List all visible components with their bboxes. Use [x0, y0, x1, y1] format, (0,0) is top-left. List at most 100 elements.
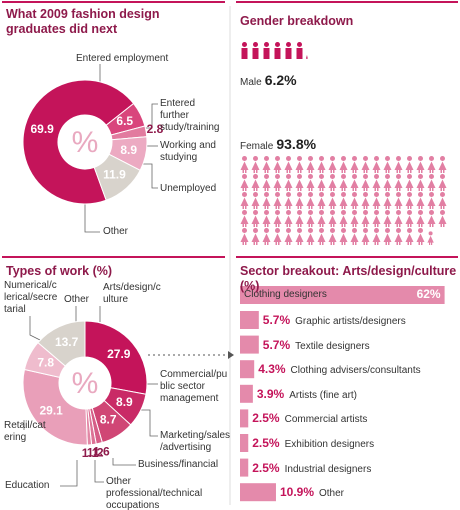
person-icon [306, 192, 315, 209]
person-icon [438, 192, 447, 209]
category-label: Other professional/technical occupations [106, 476, 203, 510]
icon-head [242, 192, 247, 197]
value-label: 1.2 [87, 445, 104, 459]
person-icon [251, 210, 260, 227]
person-icon [394, 228, 403, 245]
person-icon [317, 174, 326, 191]
icon-head [440, 192, 445, 197]
person-icon [394, 174, 403, 191]
icon-body [262, 161, 271, 173]
icon-body [350, 215, 359, 227]
icon-head [374, 228, 379, 233]
person-icon [295, 156, 304, 173]
icon-body [241, 48, 248, 59]
category-label: Entered further study/training [160, 98, 220, 133]
value-label: 3.9% [256, 386, 285, 401]
icon-body [361, 161, 370, 173]
icon-head [242, 42, 247, 47]
icon-head [418, 210, 423, 215]
icon-head [363, 192, 368, 197]
icon-head [429, 156, 434, 161]
icon-head [264, 156, 269, 161]
icon-head [286, 228, 291, 233]
icon-head [440, 156, 445, 161]
person-icon [295, 210, 304, 227]
person-icon [383, 174, 392, 191]
icon-body [427, 215, 436, 227]
person-icon [295, 192, 304, 209]
person-icon [273, 174, 282, 191]
icon-body [273, 161, 282, 173]
icon-head [286, 42, 291, 47]
icon-head [275, 192, 280, 197]
person-icon [383, 156, 392, 173]
icon-head [385, 228, 390, 233]
icon-body [328, 233, 337, 245]
icon-head [407, 174, 412, 179]
category-label: Commercial artists [284, 414, 368, 426]
icon-head [407, 228, 412, 233]
bar-label: 2.5% Industrial designers [252, 462, 371, 476]
icon-body [251, 179, 260, 191]
leaders [23, 64, 158, 487]
icon-body [416, 233, 425, 245]
icon-body [394, 161, 403, 173]
icon-body [372, 215, 381, 227]
person-icon [438, 210, 447, 227]
person-icon [339, 228, 348, 245]
person-icon [372, 228, 381, 245]
icon-body [372, 161, 381, 173]
icon-head [341, 192, 346, 197]
icon-body [306, 56, 308, 59]
icon-head [319, 210, 324, 215]
icon-head [341, 210, 346, 215]
person-icon [372, 156, 381, 173]
icon-head [330, 228, 335, 233]
icon-head [253, 174, 258, 179]
icon-body [317, 215, 326, 227]
category-label: Other [64, 294, 90, 305]
icon-body [405, 179, 414, 191]
person-icon [251, 192, 260, 209]
value-label: 2.5% [252, 436, 280, 450]
icon-body [295, 161, 304, 173]
icon-head [407, 192, 412, 197]
bar-label: 5.7% Textile designers [263, 339, 370, 353]
value-label: 69.9 [31, 122, 55, 136]
value-label: 2.5% [252, 411, 280, 426]
value-label: 62% [416, 287, 441, 301]
icon-head [396, 174, 401, 179]
value-label: 1.1 [82, 446, 99, 460]
icon-head [418, 228, 423, 233]
icon-head [275, 228, 280, 233]
icon-body [405, 215, 414, 227]
person-icon [361, 192, 370, 209]
icon-body [252, 48, 259, 59]
icon-head [330, 192, 335, 197]
icon-head [429, 174, 434, 179]
icon-body [350, 233, 359, 245]
icon-body [262, 197, 271, 209]
category-label: Exhibition designers [284, 439, 375, 450]
person-icon [273, 228, 282, 245]
person-icon [416, 210, 425, 227]
person-icon [394, 210, 403, 227]
gender-name: Female [240, 141, 274, 152]
icon-head [308, 228, 313, 233]
person-icon [262, 156, 271, 173]
icon-body [372, 233, 381, 245]
icon-body [416, 179, 425, 191]
icon-body [284, 215, 293, 227]
person-icon [284, 210, 293, 227]
person-icon [295, 228, 304, 245]
person-icon [306, 210, 315, 227]
person-icon [240, 192, 249, 209]
person-icon [240, 174, 249, 191]
icon-head [396, 156, 401, 161]
value-label: 4.3% [258, 362, 286, 377]
person-icon [317, 210, 326, 227]
category-label: Textile designers [295, 340, 370, 352]
category-label: Other [103, 226, 129, 237]
icon-body [284, 197, 293, 209]
person-icon [317, 192, 326, 209]
